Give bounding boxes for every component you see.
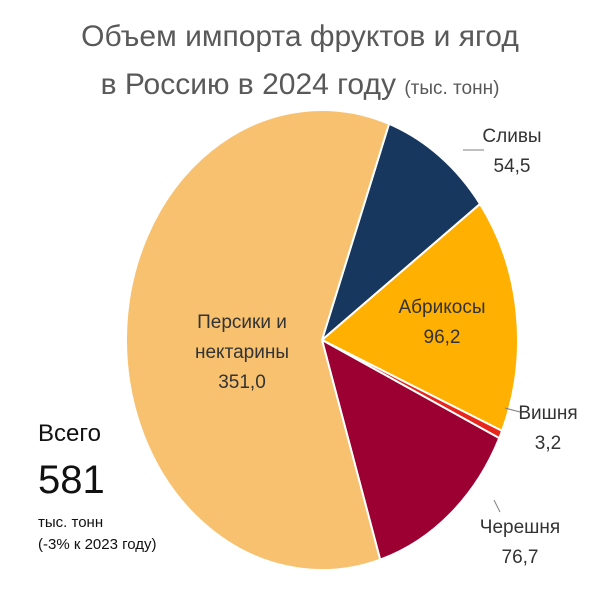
- chart-title-line1: Объем импорта фруктов и ягод: [81, 20, 519, 53]
- leader-line-cherry: [504, 407, 521, 413]
- slice-label-cherry: Вишня 3,2: [518, 403, 577, 454]
- pie-slices: [125, 109, 519, 571]
- slice-label-sweet-cherry: Черешня 76,7: [480, 517, 560, 568]
- slice-labels: Сливы 54,5 Абрикосы 96,2 Вишня 3,2 Черешня 76,7…: [195, 126, 578, 568]
- chart-title-line2-text: в Россию в 2024 году: [100, 68, 396, 101]
- total-change: (-3% к 2023 году): [38, 536, 157, 553]
- total-value: 581: [38, 458, 105, 502]
- total-heading: Всего: [38, 420, 101, 447]
- leader-line-sweet-cherry: [493, 499, 501, 513]
- leader-lines: [463, 149, 521, 513]
- slice-label-peaches: Персики и нектарины 351,0: [195, 312, 289, 393]
- pie-slice-plums: [320, 122, 482, 344]
- total-unit: тыс. тонн: [38, 514, 104, 531]
- slice-label-plums: Сливы 54,5: [482, 126, 541, 177]
- pie-slice-peaches: [125, 109, 391, 571]
- chart-title-unit: (тыс. тонн): [404, 78, 500, 99]
- slice-label-apricots: Абрикосы 96,2: [399, 297, 486, 348]
- chart-title-line2: в Россию в 2024 году (тыс. тонн): [0, 66, 600, 108]
